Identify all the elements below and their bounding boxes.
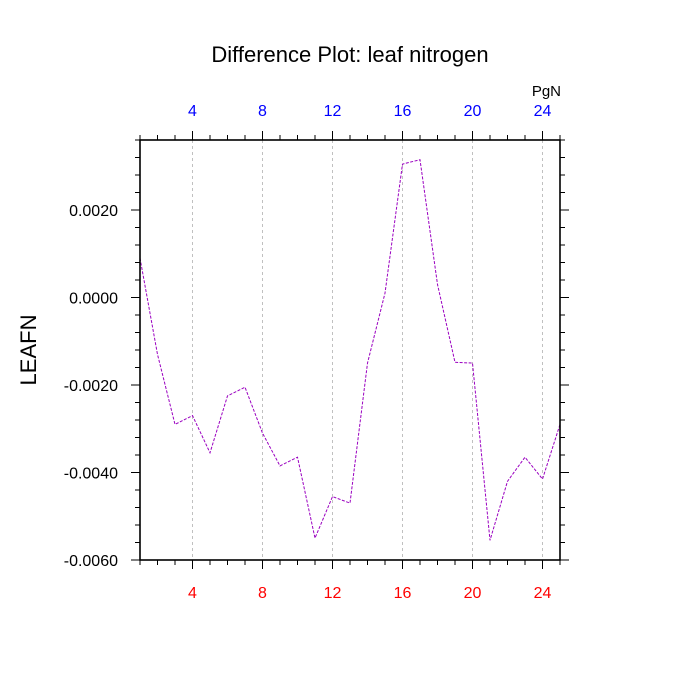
series-line: [139, 159, 561, 541]
x-tick-label-top: 16: [394, 103, 412, 120]
x-tick-label-top: 8: [258, 103, 267, 120]
x-tick-label-top: 24: [534, 103, 552, 120]
x-tick-label-bottom: 16: [394, 585, 412, 602]
chart-title: Difference Plot: leaf nitrogen: [211, 42, 488, 67]
x-tick-label-top: 12: [324, 103, 342, 120]
grid-lines: [192, 140, 543, 560]
axis-ticks: [131, 131, 569, 569]
y-tick-label: 0.0020: [69, 203, 118, 220]
y-tick-label: -0.0020: [64, 378, 118, 395]
y-tick-label: 0.0000: [69, 291, 118, 308]
tick-labels: 4 4 8 8 12 12 16 16 20 20 24 24 0.0020 0.0000 -0.0020 -…: [64, 103, 552, 602]
x-tick-label-bottom: 24: [534, 585, 552, 602]
data-points: [139, 159, 561, 541]
x-tick-label-bottom: 20: [464, 585, 482, 602]
x-tick-label-top: 4: [188, 103, 197, 120]
x-tick-label-bottom: 8: [258, 585, 267, 602]
x-tick-label-bottom: 12: [324, 585, 342, 602]
x-tick-label-top: 20: [464, 103, 482, 120]
y-tick-label: -0.0040: [64, 466, 118, 483]
plot-frame: [139, 139, 561, 561]
x-tick-label-bottom: 4: [188, 585, 197, 602]
y-tick-label: -0.0060: [64, 553, 118, 570]
y-axis-label: LEAFN: [16, 315, 41, 386]
units-label: PgN: [532, 83, 561, 100]
